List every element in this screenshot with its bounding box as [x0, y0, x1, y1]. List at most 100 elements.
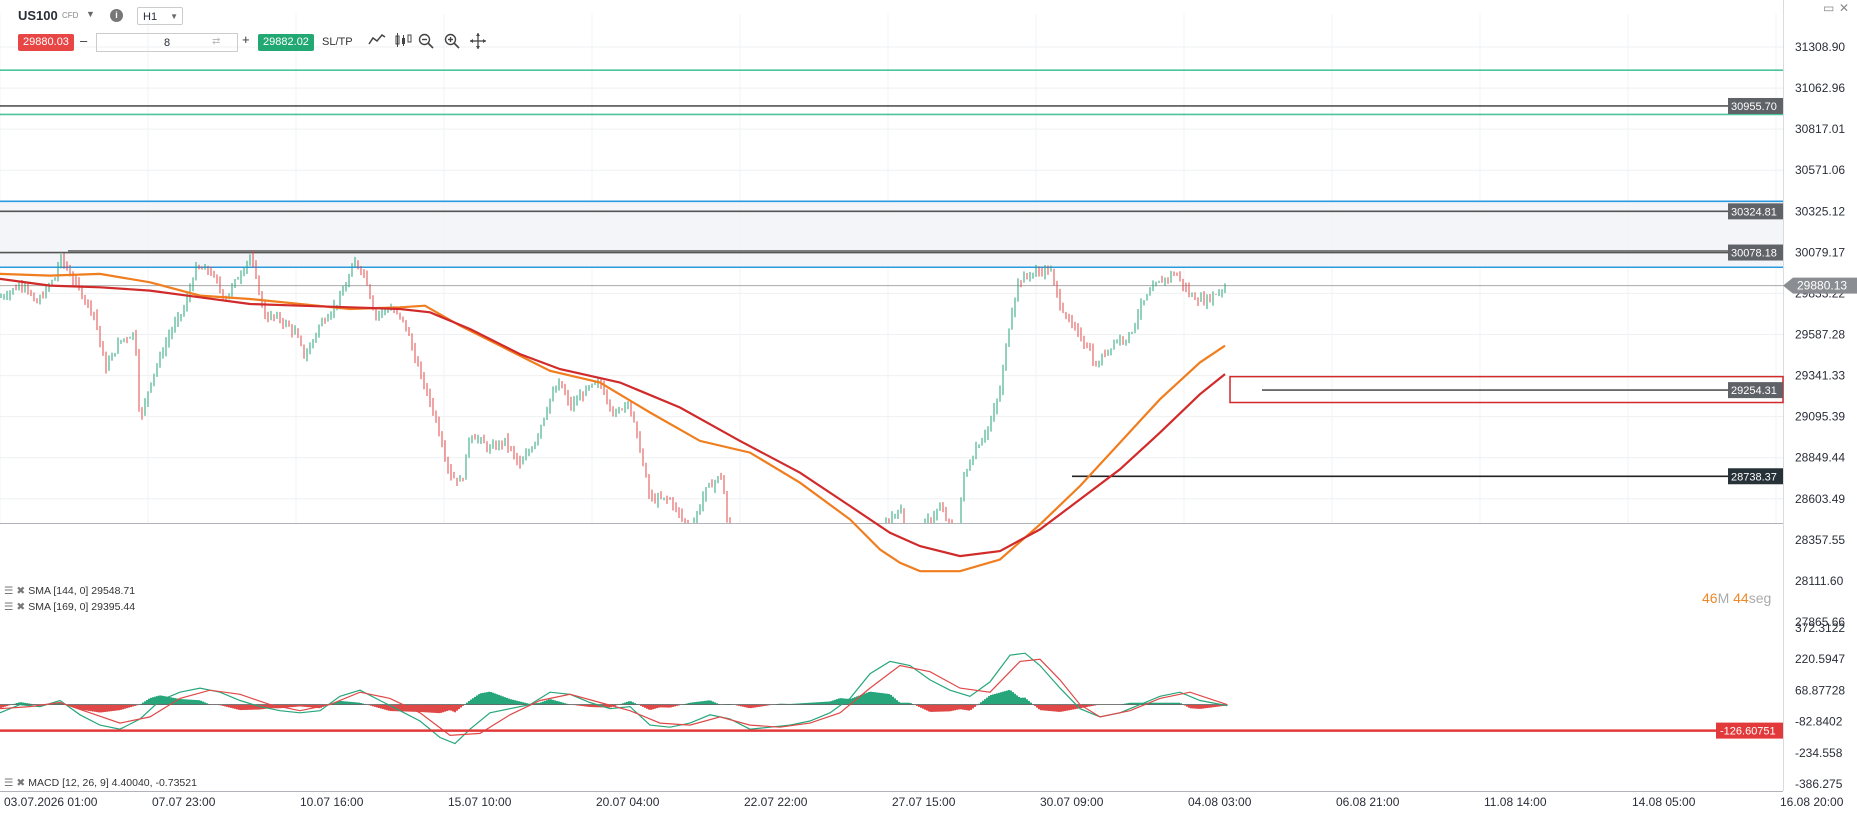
timeframe-select[interactable]: H1 ▼: [137, 7, 183, 25]
price-tick-label: 28357.55: [1795, 533, 1845, 547]
eye-icon[interactable]: ☰: [4, 601, 14, 613]
time-tick-label: 11.08 14:00: [1484, 795, 1547, 809]
price-tag-label: 30078.18: [1731, 248, 1777, 260]
sltp-button[interactable]: SL/TP: [322, 36, 353, 48]
macd-tick-label: 372.3122: [1795, 621, 1845, 635]
price-level-tag: 30955.70: [1728, 97, 1783, 114]
remove-icon[interactable]: ✖: [16, 585, 26, 597]
price-level-tag: 28738.37: [1728, 468, 1783, 485]
price-tag-bg: [1728, 468, 1783, 485]
sma-169-label: SMA [169, 0] 29395.44: [28, 601, 136, 613]
time-tick-label: 06.08 21:00: [1336, 795, 1400, 809]
eye-icon[interactable]: ☰: [4, 777, 14, 789]
time-tick-label: 20.07 04:00: [596, 795, 660, 809]
zoom-in-icon[interactable]: [444, 33, 460, 52]
price-level-tag: 29254.31: [1728, 382, 1783, 399]
chevron-down-icon: ▼: [170, 12, 178, 21]
time-tick-label: 10.07 16:00: [300, 795, 364, 809]
sma-144-label: SMA [144, 0] 29548.71: [28, 585, 136, 597]
price-level-tag: 30324.81: [1728, 203, 1783, 220]
price-tag-label: 30955.70: [1731, 101, 1777, 113]
price-tag-label: 29254.31: [1731, 385, 1777, 397]
increase-quantity-button[interactable]: +: [242, 32, 250, 47]
candle-timer: 46M 44seg: [1702, 590, 1771, 606]
price-tick-label: 29095.39: [1795, 410, 1845, 424]
close-icon[interactable]: ✕: [1839, 1, 1850, 15]
timer-minutes: 46: [1702, 590, 1718, 606]
price-tick-label: 30079.17: [1795, 245, 1845, 259]
macd-tick-label: 68.87728: [1795, 683, 1845, 697]
macd-level-tag: -126.60751: [1716, 722, 1783, 739]
macd-line: [0, 652, 1228, 745]
timer-minutes-unit: M: [1717, 590, 1730, 606]
decrease-quantity-button[interactable]: –: [80, 33, 88, 48]
price-tick-label: 27865.66: [1795, 615, 1845, 629]
timeframe-value: H1: [143, 11, 158, 23]
symbol-name[interactable]: US100: [18, 8, 58, 23]
macd-tick-label: 220.5947: [1795, 652, 1845, 666]
price-tick-label: 31308.90: [1795, 40, 1845, 54]
time-tick-label: 03.07.2026 01:00: [4, 795, 98, 809]
quantity-input[interactable]: 8: [96, 33, 238, 52]
time-tick-label: 22.07 22:00: [744, 795, 808, 809]
time-tick-label: 07.07 23:00: [152, 795, 216, 809]
remove-icon[interactable]: ✖: [16, 601, 26, 613]
macd-label: MACD [12, 26, 9] 4.40040, -0.73521: [28, 777, 197, 789]
time-tick-label: 15.07 10:00: [448, 795, 512, 809]
symbol-dropdown-icon[interactable]: ▼: [86, 9, 95, 19]
resistance-zone: [0, 201, 1783, 268]
macd-tag-label: -126.60751: [1720, 726, 1776, 738]
timer-seconds-unit: seg: [1748, 590, 1772, 606]
price-tick-label: 31062.96: [1795, 81, 1845, 95]
price-tick-label: 30571.06: [1795, 163, 1845, 177]
info-icon[interactable]: i: [110, 9, 123, 22]
macd-tick-label: -82.8402: [1795, 715, 1843, 729]
time-tick-label: 16.08 20:00: [1780, 795, 1844, 809]
price-tick-label: 30817.01: [1795, 122, 1845, 136]
eye-icon[interactable]: ☰: [4, 585, 14, 597]
current-price-tag-label: 29880.13: [1797, 279, 1847, 293]
sma-144-legend[interactable]: ☰ ✖ SMA [144, 0] 29548.71: [4, 585, 135, 597]
price-tag-bg: [1728, 97, 1783, 114]
buy-price-button[interactable]: 29882.02: [258, 34, 314, 51]
minimize-icon[interactable]: ▭: [1823, 1, 1835, 15]
crosshair-icon[interactable]: [470, 33, 488, 52]
swap-icon[interactable]: ⇄: [212, 36, 221, 47]
price-tick-label: 29341.33: [1795, 369, 1845, 383]
time-tick-label: 14.08 05:00: [1632, 795, 1696, 809]
sma-144-line: [0, 272, 1226, 573]
price-level-tag: 29880.13: [1783, 277, 1857, 294]
price-tick-label: 28849.44: [1795, 451, 1845, 465]
macd-tag-bg: [1716, 722, 1783, 739]
price-tag-label: 28738.37: [1731, 471, 1777, 483]
macd-tick-label: -234.558: [1795, 746, 1843, 760]
price-tag-bg: [1728, 203, 1783, 220]
current-price-tag-bg: [1783, 277, 1857, 294]
price-level-tag: 30078.18: [1728, 244, 1783, 261]
price-tag-bg: [1728, 382, 1783, 399]
sma-169-line: [0, 277, 1226, 558]
macd-legend[interactable]: ☰ ✖ MACD [12, 26, 9] 4.40040, -0.73521: [4, 777, 197, 789]
price-tick-label: 29587.28: [1795, 328, 1845, 342]
time-tick-label: 30.07 09:00: [1040, 795, 1104, 809]
zoom-out-icon[interactable]: [418, 33, 434, 52]
macd-histogram: [0, 690, 1228, 714]
price-tick-label: 28603.49: [1795, 492, 1845, 506]
price-tick-label: 30325.12: [1795, 204, 1845, 218]
candles: [0, 250, 1226, 523]
time-tick-label: 04.08 03:00: [1188, 795, 1252, 809]
sell-price-button[interactable]: 29880.03: [18, 34, 74, 51]
price-tick-label: 28111.60: [1795, 574, 1844, 588]
symbol-type: CFD: [62, 11, 79, 20]
remove-icon[interactable]: ✖: [16, 777, 26, 789]
macd-signal-line: [0, 658, 1228, 737]
price-tag-label: 30324.81: [1731, 206, 1777, 218]
sma-169-legend[interactable]: ☰ ✖ SMA [169, 0] 29395.44: [4, 601, 135, 613]
timer-seconds: 44: [1733, 590, 1749, 606]
price-tag-bg: [1728, 244, 1783, 261]
macd-tick-label: -386.275: [1795, 777, 1843, 791]
candlestick-icon[interactable]: [394, 33, 412, 50]
line-chart-icon[interactable]: [368, 33, 386, 50]
time-tick-label: 27.07 15:00: [892, 795, 956, 809]
